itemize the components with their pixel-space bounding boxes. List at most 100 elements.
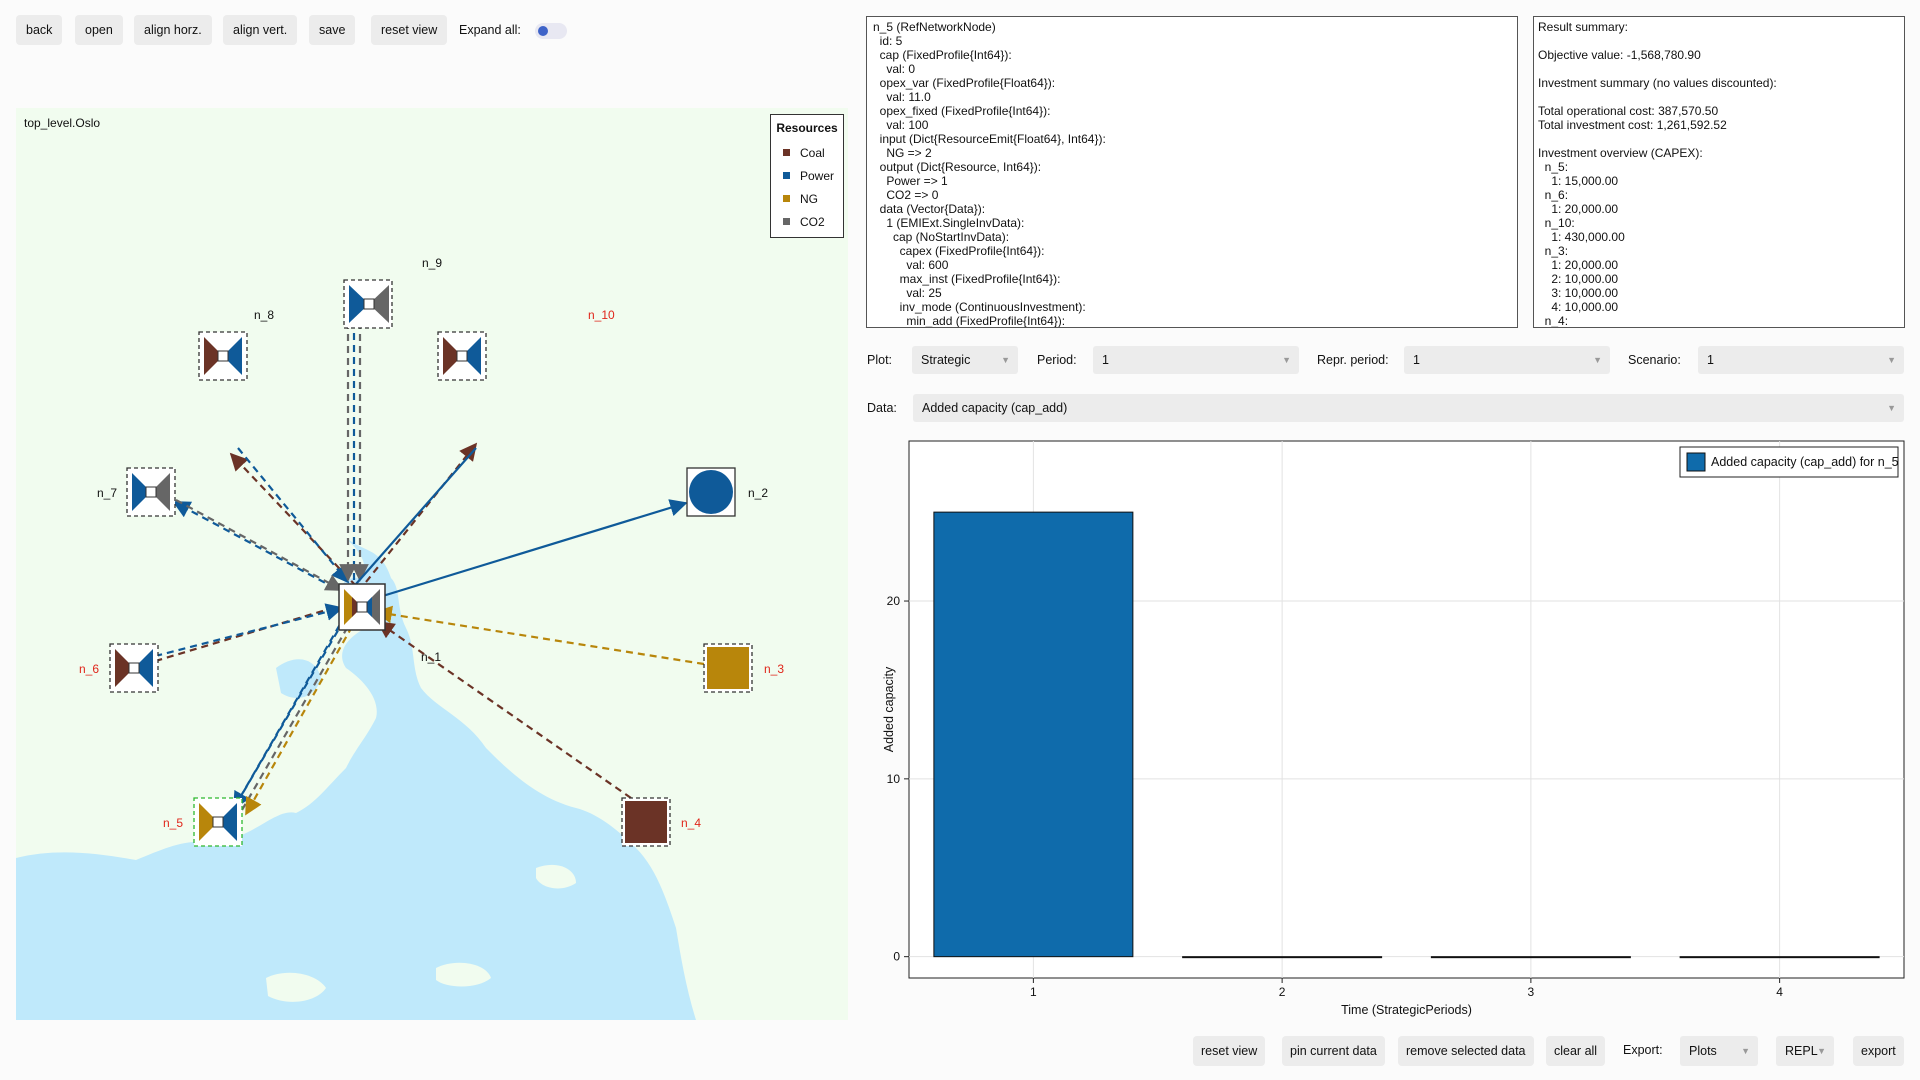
node-n3[interactable] (703, 643, 753, 693)
legend-swatch (783, 195, 790, 203)
legend-title: Resources (776, 121, 838, 135)
info-line: cap (NoStartInvData): (873, 230, 1010, 244)
info-line: cap (FixedProfile{Int64}): (873, 48, 1012, 62)
reset-view-button[interactable]: reset view (371, 15, 448, 45)
remove-selected-data-button[interactable]: remove selected data (1398, 1036, 1534, 1066)
island-3 (536, 864, 576, 889)
summary-line (1538, 34, 1900, 48)
node-n1[interactable] (338, 583, 386, 631)
open-button[interactable]: open (75, 15, 123, 45)
info-line: 1 (EMIExt.SingleInvData): (873, 216, 1025, 230)
summary-line: Objective value: -1,568,780.90 (1538, 48, 1701, 62)
chevron-down-icon: ▼ (1817, 1046, 1826, 1056)
scenario-select[interactable]: 1 ▼ (1698, 346, 1904, 374)
summary-line: Investment overview (CAPEX): (1538, 146, 1703, 160)
result-summary-panel[interactable]: Result summary: Objective value: -1,568,… (1533, 16, 1905, 328)
bar-4[interactable] (1679, 956, 1880, 959)
info-line: id: 5 (873, 34, 903, 48)
period-select[interactable]: 1 ▼ (1093, 346, 1299, 374)
node-label-n5: n_5 (163, 816, 184, 830)
result-summary-text: Result summary: Objective value: -1,568,… (1534, 17, 1904, 327)
repr-period-value: 1 (1413, 353, 1420, 367)
summary-line: n_5: (1538, 160, 1569, 174)
info-line: val: 0 (873, 62, 916, 76)
node-n8[interactable] (198, 331, 248, 381)
data-select[interactable]: Added capacity (cap_add) ▼ (913, 394, 1904, 422)
summary-line: n_3: (1538, 244, 1569, 258)
summary-line: Result summary: (1538, 20, 1629, 34)
summary-line: Total investment cost: 1,261,592.52 (1538, 118, 1727, 132)
chevron-down-icon: ▼ (1887, 403, 1896, 413)
legend-swatch (783, 149, 790, 157)
node-n10[interactable] (437, 331, 487, 381)
network-map[interactable]: top_level.Oslo n_1 n_2 n_3 n_4 n_5 n_6 n… (16, 108, 848, 1020)
chart-legend-swatch (1686, 452, 1706, 472)
island-1 (266, 972, 326, 1002)
chart-legend (1679, 446, 1899, 478)
align-vert-button[interactable]: align vert. (223, 15, 298, 45)
node-n9[interactable] (343, 279, 393, 329)
bar-1[interactable] (933, 511, 1134, 958)
info-line: val: 600 (873, 258, 949, 272)
expand-all-toggle[interactable] (535, 23, 567, 39)
resource-legend: Resources Coal Power NG CO2 (770, 114, 844, 238)
legend-item-coal: Coal (783, 145, 825, 161)
export-target-select[interactable]: REPL ▼ (1776, 1036, 1834, 1066)
chart-svg[interactable]: 0 10 20 1 2 3 4 Time (StrategicPeriods) Added ca… (880, 438, 1912, 1028)
summary-line (1538, 132, 1900, 146)
legend-item-ng: NG (783, 191, 818, 207)
added-capacity-chart[interactable]: 0 10 20 1 2 3 4 Time (StrategicPeriods) Added ca… (880, 438, 1912, 1028)
shore-inlet (276, 659, 321, 698)
node-n5[interactable] (193, 797, 243, 847)
island-2 (436, 962, 491, 987)
x-tick-label: 4 (1776, 985, 1783, 999)
info-line: val: 25 (873, 286, 942, 300)
back-button[interactable]: back (16, 15, 63, 45)
node-label-n9: n_9 (422, 256, 443, 270)
node-label-n2: n_2 (748, 486, 769, 500)
node-n2[interactable] (686, 467, 736, 517)
node-n7[interactable] (126, 467, 176, 517)
node-info-panel[interactable]: n_5 (RefNetworkNode) id: 5 cap (FixedPro… (866, 16, 1518, 328)
node-n6[interactable] (109, 643, 159, 693)
bar-2[interactable] (1182, 956, 1383, 959)
plot-value: Strategic (921, 353, 971, 367)
x-axis-label: Time (StrategicPeriods) (1341, 1003, 1472, 1017)
y-tick-label: 10 (887, 772, 901, 786)
node-n4[interactable] (621, 797, 671, 847)
repr-period-select[interactable]: 1 ▼ (1404, 346, 1610, 374)
scenario-value: 1 (1707, 353, 1714, 367)
node-label-n4: n_4 (681, 816, 702, 830)
summary-line: n_10: (1538, 216, 1575, 230)
align-horz-button[interactable]: align horz. (134, 15, 212, 45)
clear-all-button[interactable]: clear all (1546, 1036, 1606, 1066)
plot-select[interactable]: Strategic ▼ (912, 346, 1018, 374)
save-button[interactable]: save (309, 15, 356, 45)
map-canvas[interactable] (16, 108, 848, 1020)
node-label-n8: n_8 (254, 308, 275, 322)
reset-view-bottom-button[interactable]: reset view (1193, 1036, 1266, 1066)
period-value: 1 (1102, 353, 1109, 367)
bar-3[interactable] (1430, 956, 1631, 959)
info-line: val: 11.0 (873, 90, 931, 104)
node-label-n6: n_6 (79, 662, 100, 676)
legend-label: Power (800, 169, 835, 183)
info-line: n_5 (RefNetworkNode) (873, 20, 996, 34)
pin-current-data-button[interactable]: pin current data (1282, 1036, 1385, 1066)
chevron-down-icon: ▼ (1741, 1046, 1750, 1056)
summary-line: Total operational cost: 387,570.50 (1538, 104, 1719, 118)
node-label-n1: n_1 (421, 650, 442, 664)
data-value: Added capacity (cap_add) (922, 401, 1068, 415)
export-button[interactable]: export (1853, 1036, 1904, 1066)
legend-item-power: Power (783, 168, 834, 184)
chevron-down-icon: ▼ (1282, 355, 1291, 365)
node-label-n10: n_10 (588, 308, 615, 322)
summary-line: 1: 20,000.00 (1538, 258, 1619, 272)
info-line: input (Dict{ResourceEmit{Float64}, Int64… (873, 132, 1106, 146)
summary-line: 1: 430,000.00 (1538, 230, 1625, 244)
legend-item-co2: CO2 (783, 214, 825, 230)
export-type-select[interactable]: Plots ▼ (1680, 1036, 1758, 1066)
summary-line: 1: 20,000.00 (1538, 202, 1619, 216)
info-line: opex_fixed (FixedProfile{Int64}): (873, 104, 1051, 118)
info-line: opex_var (FixedProfile{Float64}): (873, 76, 1056, 90)
